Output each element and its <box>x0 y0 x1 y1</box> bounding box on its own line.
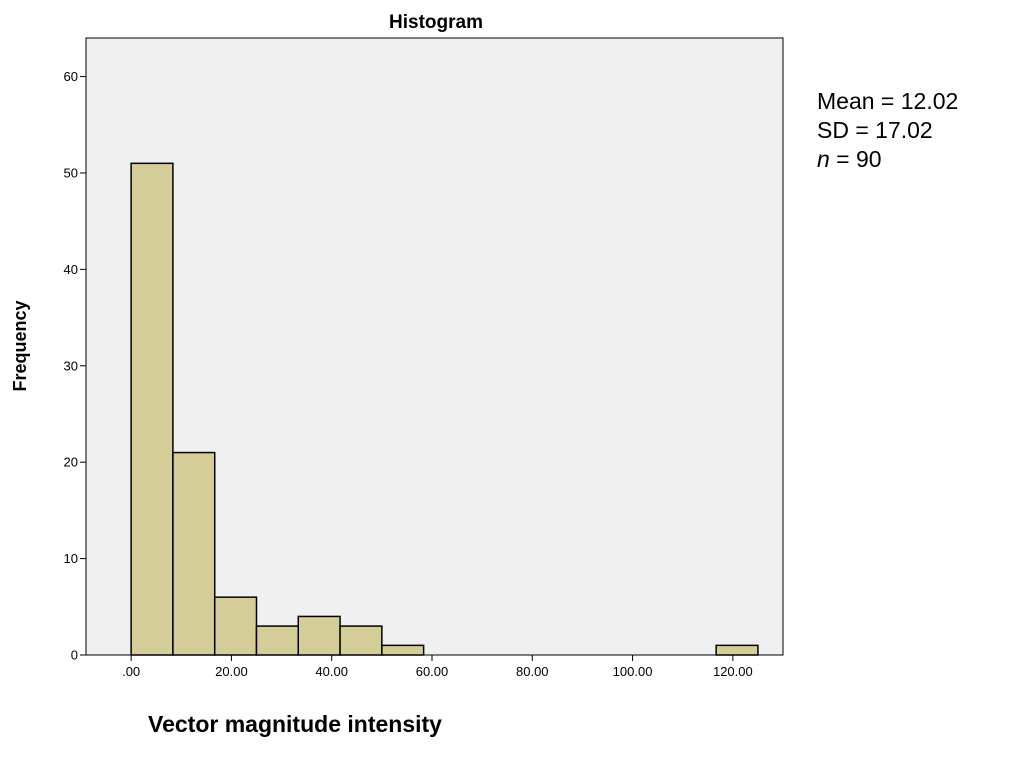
x-tick-label: 60.00 <box>416 664 449 679</box>
histogram-bar <box>381 644 425 656</box>
chart-title: Histogram <box>389 12 483 33</box>
histogram-bar <box>172 451 216 656</box>
x-axis-label: Vector magnitude intensity <box>148 711 442 737</box>
y-axis: 0 10 20 30 40 50 60 <box>64 69 86 663</box>
histogram-bar <box>255 625 300 656</box>
summary-stats: Mean = 12.02 SD = 17.02 n = 90 <box>817 87 958 174</box>
histogram-bar <box>213 596 258 656</box>
y-tick-label: 60 <box>64 69 78 84</box>
histogram-bar <box>297 615 341 656</box>
n-value: = 90 <box>829 146 882 172</box>
x-tick-label: 20.00 <box>215 664 248 679</box>
histogram-bar <box>339 625 383 656</box>
y-axis-label: Frequency <box>10 300 30 391</box>
histogram-bar <box>130 162 174 656</box>
histogram-bar <box>715 644 759 656</box>
y-tick-label: 50 <box>64 165 78 180</box>
x-axis: .00 20.00 40.00 60.00 80.00 100.00 120.00 <box>122 655 753 679</box>
y-tick-label: 20 <box>64 455 78 470</box>
mean-stat: Mean = 12.02 <box>817 88 959 114</box>
n-symbol: n <box>817 146 830 172</box>
y-tick-label: 10 <box>64 551 78 566</box>
n-stat: n = 90 <box>817 145 958 174</box>
x-tick-label: 120.00 <box>713 664 753 679</box>
sd-stat: SD = 17.02 <box>817 117 933 143</box>
histogram-bars <box>130 162 759 656</box>
y-tick-label: 40 <box>64 262 78 277</box>
y-tick-label: 0 <box>71 648 78 663</box>
x-tick-label: 40.00 <box>315 664 348 679</box>
y-tick-label: 30 <box>64 358 78 373</box>
x-tick-label: 80.00 <box>516 664 549 679</box>
x-tick-label: .00 <box>122 664 140 679</box>
x-tick-label: 100.00 <box>613 664 653 679</box>
